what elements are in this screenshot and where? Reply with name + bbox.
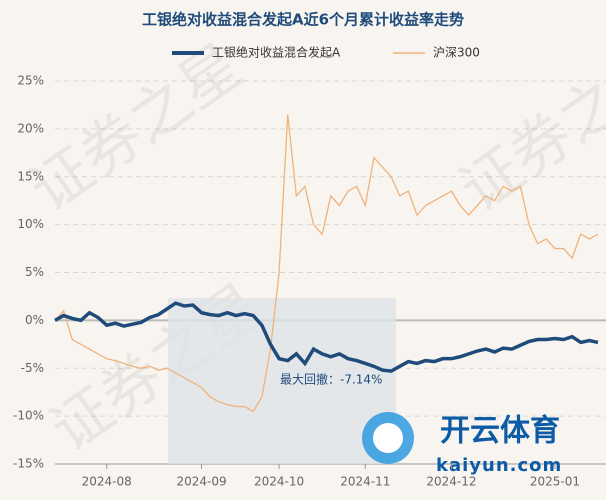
drawdown-label: 最大回撤：-7.14% <box>280 372 382 387</box>
x-tick-label: 2024-11 <box>340 475 390 489</box>
x-tick-label: 2024-12 <box>426 475 476 489</box>
y-tick-label: 0% <box>25 313 44 327</box>
y-tick-label: 15% <box>17 169 44 183</box>
chart-title: 工银绝对收益混合发起A近6个月累计收益率走势 <box>142 11 464 29</box>
logo-url: kaiyun.com <box>436 455 562 476</box>
legend-label: 沪深300 <box>433 46 480 60</box>
y-tick-label: 25% <box>17 74 44 88</box>
series-line <box>54 114 599 413</box>
y-tick-label: -10% <box>13 409 44 423</box>
x-tick-label: 2024-09 <box>176 475 226 489</box>
y-tick-label: -5% <box>21 361 44 375</box>
y-tick-label: 5% <box>25 265 44 279</box>
y-tick-label: 20% <box>17 121 44 135</box>
y-tick-label: -15% <box>13 457 44 471</box>
logo: 开云体育 kaiyun.com <box>362 412 562 476</box>
x-tick-label: 2024-10 <box>254 475 304 489</box>
x-tick-label: 2024-08 <box>82 475 132 489</box>
logo-ball <box>373 423 403 453</box>
drawdown-area <box>168 298 396 464</box>
legend-label: 工银绝对收益混合发起A <box>212 45 341 60</box>
logo-name: 开云体育 <box>440 414 560 449</box>
y-tick-label: 10% <box>17 217 44 231</box>
x-tick-label: 2025-01 <box>530 475 580 489</box>
series-line <box>54 301 599 373</box>
